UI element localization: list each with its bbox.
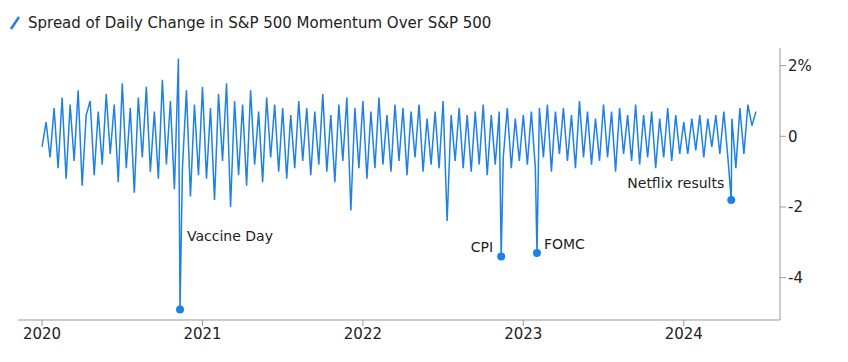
- svg-text:0: 0: [788, 128, 798, 146]
- svg-text:2%: 2%: [788, 57, 812, 75]
- svg-text:FOMC: FOMC: [544, 236, 585, 252]
- svg-text:2022: 2022: [344, 325, 382, 343]
- svg-text:CPI: CPI: [471, 239, 493, 255]
- svg-text:2023: 2023: [504, 325, 542, 343]
- svg-text:2021: 2021: [183, 325, 221, 343]
- svg-text:2024: 2024: [665, 325, 703, 343]
- svg-text:2020: 2020: [23, 325, 61, 343]
- svg-text:-4: -4: [788, 269, 803, 287]
- html-text:Spread of Daily Change in S&P: Spread of Daily Change in S&P 500 Moment…: [28, 14, 492, 32]
- svg-text:Netflix results: Netflix results: [627, 175, 724, 191]
- svg-text:Vaccine Day: Vaccine Day: [187, 228, 273, 244]
- svg-text:-2: -2: [788, 198, 803, 216]
